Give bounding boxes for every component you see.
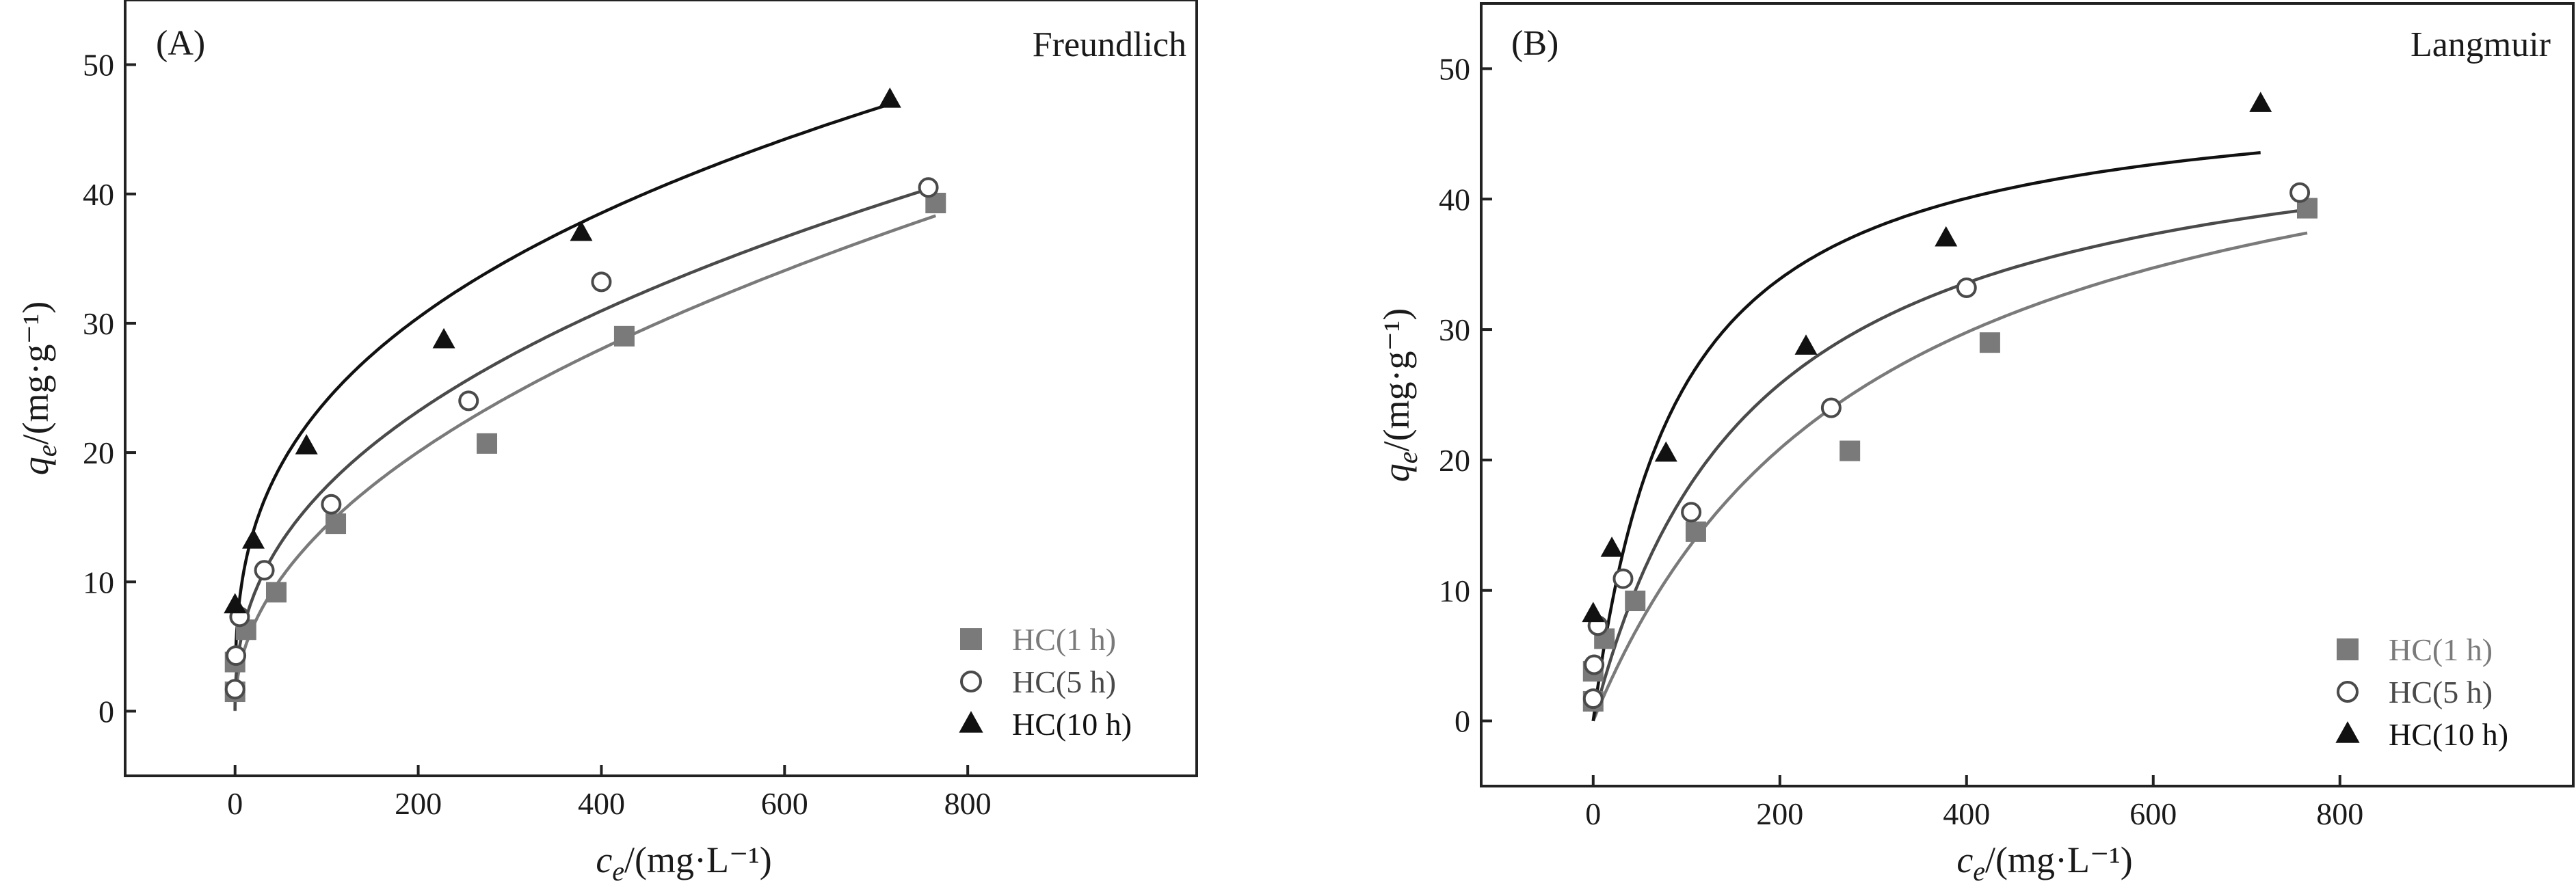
data-point (1956, 278, 1977, 299)
x-tick-label: 0 (227, 786, 243, 821)
y-axis-title: qe/(mg·g⁻¹) (1376, 308, 1423, 482)
y-tick-label: 10 (1439, 574, 1470, 608)
legend-label: HC(5 h) (2389, 675, 2493, 710)
data-point (570, 220, 593, 241)
data-point (1681, 502, 1702, 523)
fit-curve (1591, 231, 2308, 722)
data-point (613, 325, 635, 347)
legend-marker (2337, 681, 2359, 703)
x-tick-label: 800 (944, 786, 992, 821)
panel-label: (B) (1511, 24, 1558, 63)
model-label: Langmuir (2411, 25, 2551, 64)
x-tick-label: 400 (1943, 796, 1990, 831)
data-point (242, 528, 265, 549)
data-point (1600, 537, 1623, 557)
data-point (2289, 182, 2311, 203)
fit-curve (1591, 151, 2261, 721)
data-points (224, 87, 946, 703)
data-point (265, 582, 287, 603)
panel-langmuir: 0 200 400 600 800 0 10 20 30 40 50 (B) Langmuir c… (1376, 2, 2575, 887)
data-point (1794, 334, 1818, 355)
data-point (477, 433, 498, 454)
y-tick-label: 50 (1439, 51, 1470, 86)
data-point (326, 513, 347, 535)
fit-curve (1591, 208, 2308, 722)
data-points (1582, 92, 2318, 712)
x-tick-label: 0 (1585, 796, 1601, 831)
legend-marker (960, 671, 982, 692)
y-tick-label: 40 (1439, 182, 1470, 217)
data-point (224, 679, 245, 700)
plot-frame (124, 0, 1198, 777)
data-point (2249, 92, 2272, 112)
data-point (254, 560, 275, 581)
data-point (1685, 521, 1706, 542)
y-tick-label: 40 (83, 177, 114, 212)
legend-label: HC(10 h) (2389, 717, 2508, 752)
y-tick-label: 30 (1439, 312, 1470, 347)
x-tick-label: 400 (578, 786, 625, 821)
y-axis-title: qe/(mg·g⁻¹) (15, 301, 62, 475)
y-tick-label: 30 (83, 306, 114, 341)
fit-curve (234, 103, 890, 647)
data-point (295, 433, 318, 455)
data-point (918, 177, 939, 198)
legend-marker (959, 711, 983, 733)
y-tick-label: 0 (1455, 704, 1470, 739)
x-tick-label: 600 (761, 786, 808, 821)
x-tick-label: 600 (2129, 796, 2177, 831)
plot-frame (1480, 2, 2575, 787)
model-label: Freundlich (1033, 25, 1186, 64)
data-point (1584, 654, 1605, 675)
data-point (1625, 591, 1646, 612)
panel-freundlich: 0 200 400 600 800 0 10 20 30 40 50 (A) Freundlich… (15, 0, 1198, 887)
x-axis-ticks: 0 200 400 600 800 (227, 765, 992, 821)
data-point (224, 593, 247, 614)
data-point (1840, 440, 1861, 461)
data-point (1654, 441, 1677, 462)
data-point (591, 271, 612, 293)
legend-marker (2335, 721, 2360, 743)
legend: HC(1 h) HC(5 h) HC(10 h) (959, 622, 1132, 742)
legend-label: HC(1 h) (1012, 622, 1116, 657)
data-point (1820, 397, 1842, 418)
data-point (226, 645, 247, 666)
data-point (432, 327, 455, 349)
fit-curves (1591, 151, 2308, 722)
y-tick-label: 20 (83, 435, 114, 470)
data-point (458, 390, 479, 412)
legend: HC(1 h) HC(5 h) HC(10 h) (2335, 632, 2508, 752)
x-tick-label: 800 (2316, 796, 2363, 831)
data-point (1582, 688, 1604, 710)
data-point (1612, 568, 1634, 589)
y-axis-ticks: 0 10 20 30 40 50 (1439, 51, 1492, 739)
y-tick-label: 10 (83, 565, 114, 599)
legend-label: HC(5 h) (1012, 664, 1116, 699)
x-tick-label: 200 (1756, 796, 1803, 831)
x-axis-ticks: 0 200 400 600 800 (1585, 775, 2363, 831)
x-tick-label: 200 (395, 786, 442, 821)
y-tick-label: 50 (83, 48, 114, 83)
y-tick-label: 0 (98, 694, 114, 729)
fit-curve (233, 187, 929, 711)
legend-label: HC(10 h) (1012, 707, 1132, 742)
data-point (1979, 332, 2000, 353)
panel-label: (A) (156, 24, 205, 63)
data-point (1582, 602, 1605, 623)
y-axis-ticks: 0 10 20 30 40 50 (83, 48, 136, 729)
legend-marker (960, 628, 982, 650)
x-axis-title: ce/(mg·L⁻¹) (1956, 839, 2132, 887)
y-tick-label: 20 (1439, 443, 1470, 478)
legend-marker (2337, 638, 2359, 660)
data-point (878, 87, 901, 108)
data-point (321, 494, 342, 515)
x-axis-title: ce/(mg·L⁻¹) (596, 839, 771, 887)
data-point (1935, 226, 1958, 247)
legend-label: HC(1 h) (2389, 632, 2493, 667)
